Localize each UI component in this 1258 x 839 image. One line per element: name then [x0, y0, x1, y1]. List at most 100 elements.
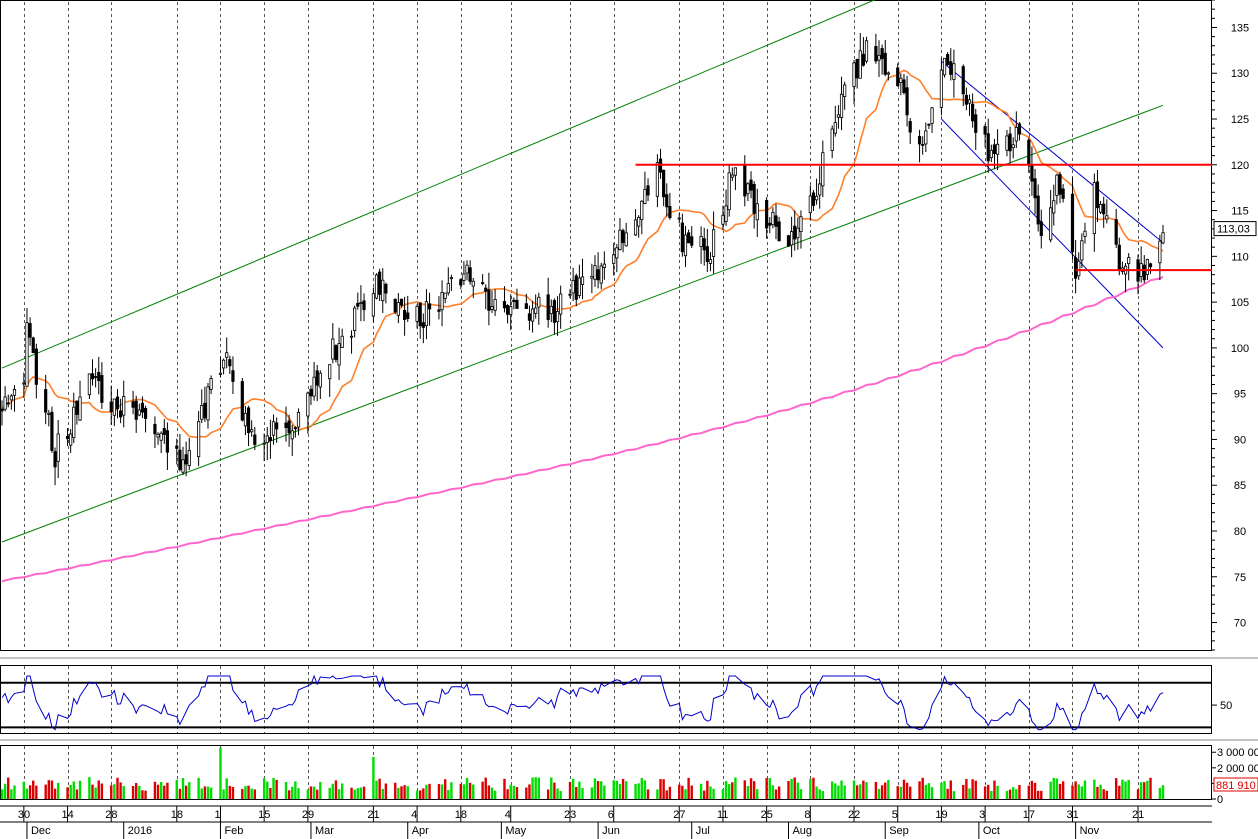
candle-body — [6, 402, 10, 405]
price-tick-label: 125 — [1231, 114, 1249, 126]
candle-body — [665, 194, 669, 208]
candle-body — [808, 195, 812, 213]
volume-bar — [287, 790, 291, 799]
volume-bar — [244, 786, 247, 799]
candle-body — [90, 373, 95, 380]
candle-body — [799, 216, 803, 232]
month-tick-label: Dec — [31, 825, 51, 837]
volume-bar — [927, 783, 931, 799]
candle-body — [353, 307, 357, 331]
candle-body — [175, 445, 179, 449]
candle-body — [640, 200, 644, 220]
volume-bar — [777, 786, 781, 799]
candle-body — [28, 323, 32, 338]
candle-body — [568, 293, 572, 296]
volume-bar — [793, 777, 796, 799]
rsi-line — [1, 674, 1164, 731]
volume-bar — [72, 781, 75, 799]
candle-body — [989, 149, 993, 158]
volume-bar — [503, 778, 506, 799]
volume-bar — [949, 780, 952, 799]
volume-bar — [291, 786, 294, 799]
volume-bar — [459, 783, 462, 799]
candle-body — [883, 52, 887, 75]
candle-body — [1061, 188, 1065, 199]
candle-body — [1052, 200, 1056, 214]
candle-body — [287, 420, 291, 434]
volume-bar — [799, 789, 803, 799]
candle-body — [724, 205, 728, 222]
candle-body — [952, 63, 956, 80]
volume-bar — [88, 777, 91, 799]
candle-body — [559, 293, 563, 315]
candle-body — [421, 322, 425, 328]
volume-bar — [1015, 789, 1018, 799]
candle-body — [446, 283, 450, 294]
volume-bar — [487, 785, 491, 799]
candle-body — [112, 398, 116, 416]
day-tick-label: 5 — [892, 809, 898, 821]
candle-body — [115, 396, 120, 410]
candle-body — [995, 143, 1000, 155]
month-tick-label: Mar — [315, 825, 334, 837]
volume-bar — [840, 780, 843, 799]
candle-body — [275, 422, 279, 430]
candle-body — [1148, 263, 1153, 268]
volume-bar — [378, 778, 381, 799]
volume-bar — [952, 791, 956, 799]
price-tick-label: 105 — [1231, 297, 1249, 309]
last-volume-tag: 881 910 — [1213, 777, 1258, 792]
volume-bar — [855, 785, 859, 799]
candle-body — [590, 275, 594, 279]
volume-bar — [340, 783, 344, 799]
volume-bar — [1136, 789, 1140, 799]
candle-body — [65, 436, 70, 440]
volume-bar — [56, 782, 60, 799]
volume-bar — [946, 788, 949, 799]
candle-body — [515, 299, 519, 309]
volume-bar — [1036, 790, 1040, 799]
volume-bar — [319, 781, 322, 799]
candle-body — [733, 167, 738, 176]
volume-bar — [1011, 787, 1015, 799]
candle-body — [1142, 264, 1146, 281]
candle-body — [296, 411, 301, 428]
candle-body — [509, 306, 513, 315]
last-price-tag: 113,03 — [1213, 221, 1257, 237]
candle-body — [502, 301, 507, 309]
volume-bar — [184, 785, 188, 799]
candle-body — [9, 395, 13, 401]
candle-body — [427, 303, 432, 310]
candle-body — [633, 219, 638, 236]
candle-body — [899, 77, 903, 83]
volume-bar — [515, 786, 519, 799]
volume-bar — [159, 782, 163, 799]
volume-bar — [790, 778, 793, 799]
volume-bar — [593, 778, 597, 799]
volume-bar — [656, 789, 659, 799]
candle-body — [109, 401, 113, 413]
volume-bar — [403, 785, 406, 799]
candle-body — [615, 247, 619, 259]
price-tick-label: 90 — [1234, 434, 1246, 446]
volume-bar — [119, 782, 122, 799]
volume-bar — [1083, 780, 1087, 799]
volume-bar — [1127, 779, 1130, 799]
day-tick-label: 17 — [1023, 809, 1035, 821]
volume-bar — [834, 783, 837, 799]
volume-bar — [690, 785, 693, 799]
candle-body — [22, 382, 26, 385]
candle-body — [72, 406, 76, 438]
volume-bar — [297, 788, 300, 799]
volume-bar — [144, 790, 147, 799]
candle-body — [571, 280, 575, 294]
volume-bar — [122, 785, 125, 799]
candle-body — [206, 386, 210, 421]
day-tick-label: 30 — [18, 809, 30, 821]
volume-bar — [699, 783, 703, 799]
volume-bar — [902, 779, 906, 799]
candle-body — [793, 225, 797, 240]
volume-bar — [468, 782, 472, 799]
candle-body — [1095, 181, 1100, 209]
candle-body — [462, 273, 466, 281]
